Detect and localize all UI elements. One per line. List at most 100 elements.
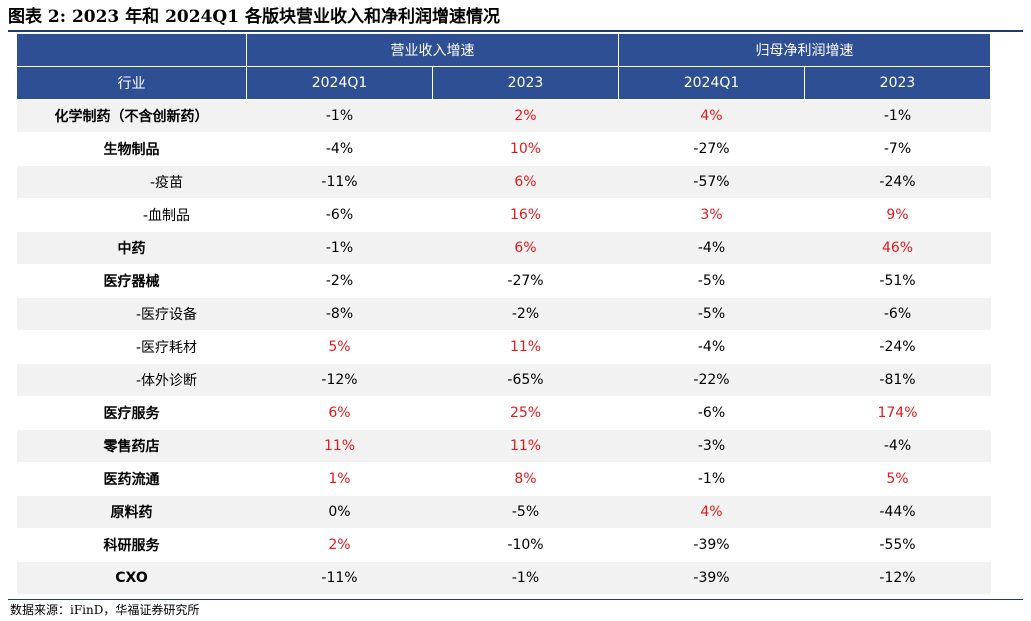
figure-title: 图表 2: 2023 年和 2024Q1 各版块营业收入和净利润增速情况 [8, 7, 500, 27]
value-cell: -81% [804, 363, 991, 397]
column-header-row: 行业 2024Q1 2023 2024Q1 2023 [16, 66, 991, 100]
industry-cell: 医疗服务 [16, 396, 247, 430]
industry-cell: CXO [16, 561, 247, 595]
industry-cell: -医疗设备 [16, 297, 247, 331]
industry-label: 中药 [117, 241, 146, 257]
value-cell: 11% [246, 429, 433, 463]
industry-cell: -血制品 [16, 198, 247, 232]
value-cell: -11% [246, 165, 433, 199]
industry-cell: 中药 [16, 231, 247, 265]
industry-cell: 化学制药（不含创新药） [16, 99, 247, 133]
column-header-industry: 行业 [16, 66, 247, 100]
industry-cell: -体外诊断 [16, 363, 247, 397]
value-cell: -5% [618, 297, 805, 331]
value-cell: 6% [246, 396, 433, 430]
industry-label: 生物制品 [103, 142, 160, 158]
value-cell: -1% [432, 561, 619, 595]
table-row: 科研服务 2% -10% -39% -55% [16, 528, 991, 562]
group-header-blank [16, 33, 247, 67]
column-header-revenue-2024q1: 2024Q1 [246, 66, 433, 100]
table-row: -医疗设备 -8% -2% -5% -6% [16, 297, 991, 331]
table-row: 生物制品 -4% 10% -27% -7% [16, 132, 991, 166]
value-cell: 8% [432, 462, 619, 496]
value-cell: -39% [618, 528, 805, 562]
industry-cell: 生物制品 [16, 132, 247, 166]
value-cell: 3% [618, 198, 805, 232]
top-rule [8, 30, 1023, 32]
value-cell: -27% [618, 132, 805, 166]
table-row: 化学制药（不含创新药） -1% 2% 4% -1% [16, 99, 991, 133]
value-cell: -5% [432, 495, 619, 529]
column-header-revenue-2023: 2023 [432, 66, 619, 100]
value-cell: -3% [618, 429, 805, 463]
table-row: 医疗服务 6% 25% -6% 174% [16, 396, 991, 430]
value-cell: -1% [804, 99, 991, 133]
table-row: -医疗耗材 5% 11% -4% -24% [16, 330, 991, 364]
value-cell: -2% [432, 297, 619, 331]
group-header-net-profit: 归母净利润增速 [618, 33, 991, 67]
value-cell: -39% [618, 561, 805, 595]
industry-label: -体外诊断 [135, 373, 198, 389]
industry-label: 化学制药（不含创新药） [54, 109, 209, 125]
value-cell: -6% [246, 198, 433, 232]
industry-label: CXO [115, 570, 148, 586]
value-cell: 46% [804, 231, 991, 265]
industry-cell: 零售药店 [16, 429, 247, 463]
value-cell: 9% [804, 198, 991, 232]
group-header-revenue: 营业收入增速 [246, 33, 619, 67]
value-cell: -4% [618, 330, 805, 364]
value-cell: -22% [618, 363, 805, 397]
value-cell: 174% [804, 396, 991, 430]
value-cell: -24% [804, 330, 991, 364]
table-row: 中药 -1% 6% -4% 46% [16, 231, 991, 265]
value-cell: -11% [246, 561, 433, 595]
industry-label: 原料药 [110, 505, 153, 521]
value-cell: -4% [618, 231, 805, 265]
value-cell: -12% [804, 561, 991, 595]
value-cell: -5% [618, 264, 805, 298]
value-cell: -1% [246, 99, 433, 133]
value-cell: -12% [246, 363, 433, 397]
table-row: CXO -11% -1% -39% -12% [16, 561, 991, 595]
industry-label: 零售药店 [103, 439, 160, 455]
value-cell: 11% [432, 330, 619, 364]
industry-label: -血制品 [142, 208, 191, 224]
industry-label: 医疗服务 [103, 406, 160, 422]
table-row: 医疗器械 -2% -27% -5% -51% [16, 264, 991, 298]
value-cell: -1% [618, 462, 805, 496]
value-cell: 2% [246, 528, 433, 562]
industry-label: 医疗器械 [103, 274, 160, 290]
value-cell: 10% [432, 132, 619, 166]
column-header-profit-2024q1: 2024Q1 [618, 66, 805, 100]
value-cell: -6% [618, 396, 805, 430]
industry-cell: -疫苗 [16, 165, 247, 199]
industry-cell: 科研服务 [16, 528, 247, 562]
table-row: -疫苗 -11% 6% -57% -24% [16, 165, 991, 199]
value-cell: -6% [804, 297, 991, 331]
value-cell: 5% [246, 330, 433, 364]
table-row: -血制品 -6% 16% 3% 9% [16, 198, 991, 232]
value-cell: 16% [432, 198, 619, 232]
industry-label: -医疗设备 [135, 307, 198, 323]
value-cell: 6% [432, 231, 619, 265]
value-cell: 5% [804, 462, 991, 496]
value-cell: -1% [246, 231, 433, 265]
value-cell: -7% [804, 132, 991, 166]
value-cell: 0% [246, 495, 433, 529]
industry-cell: 原料药 [16, 495, 247, 529]
table-row: 零售药店 11% 11% -3% -4% [16, 429, 991, 463]
industry-label: -医疗耗材 [135, 340, 198, 356]
table-row: 医药流通 1% 8% -1% 5% [16, 462, 991, 496]
value-cell: 25% [432, 396, 619, 430]
industry-label: -疫苗 [149, 175, 184, 191]
value-cell: -4% [804, 429, 991, 463]
value-cell: 2% [432, 99, 619, 133]
industry-cell: -医疗耗材 [16, 330, 247, 364]
value-cell: -8% [246, 297, 433, 331]
value-cell: -65% [432, 363, 619, 397]
value-cell: -27% [432, 264, 619, 298]
growth-table: 营业收入增速 归母净利润增速 行业 2024Q1 2023 2024Q1 202… [16, 33, 991, 595]
group-header-row: 营业收入增速 归母净利润增速 [16, 33, 991, 67]
value-cell: 4% [618, 99, 805, 133]
table-row: 原料药 0% -5% 4% -44% [16, 495, 991, 529]
